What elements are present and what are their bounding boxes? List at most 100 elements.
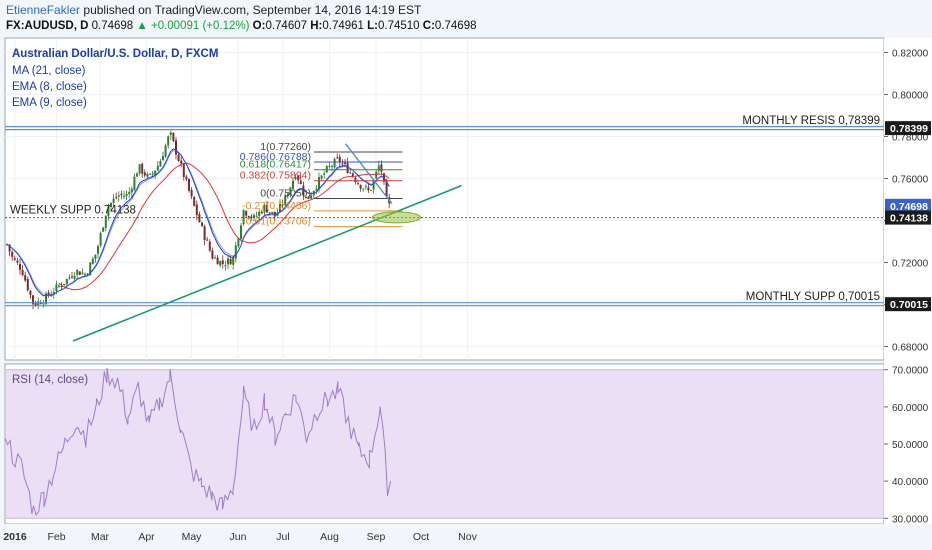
- candle-body: [260, 211, 263, 214]
- price-axis: [884, 38, 932, 524]
- downtrend-line: [344, 143, 393, 205]
- candle-body: [29, 290, 32, 295]
- candle-body: [219, 260, 222, 266]
- legend-ma[interactable]: MA (21, close): [12, 65, 86, 77]
- candle-body: [84, 273, 86, 275]
- candle-body: [336, 157, 339, 159]
- rsi-tick-label: 30.0000: [892, 514, 929, 525]
- candle-body: [112, 198, 115, 203]
- candle-body: [364, 186, 367, 188]
- candle-body: [13, 258, 16, 260]
- price-tick-label: 0.72000: [892, 259, 929, 270]
- candle-body: [156, 165, 159, 171]
- candle-body: [377, 165, 380, 171]
- price-tick-label: 0.78000: [892, 133, 929, 144]
- candle-body: [354, 177, 357, 183]
- last-price: 0.74698: [91, 20, 134, 32]
- candle-body: [162, 156, 164, 161]
- time-tick-label: May: [182, 531, 203, 543]
- author-link[interactable]: EtienneFakler: [6, 3, 81, 17]
- price-change: ▲ +0.00091 (+0.12%): [136, 20, 250, 32]
- candle-body: [305, 196, 307, 198]
- candle-body: [325, 166, 328, 173]
- candle-body: [214, 257, 216, 259]
- candle-body: [294, 177, 297, 180]
- price-tick-label: 0.76000: [892, 175, 929, 186]
- candle-body: [250, 216, 253, 218]
- fib-level-label: 0.786(0.76788): [240, 151, 311, 163]
- ema-9-line: [6, 150, 390, 295]
- price-pane: [4, 37, 885, 361]
- price-tick-label: 0.68000: [892, 343, 929, 354]
- price-marker-label: 0.78399: [890, 123, 928, 135]
- chart-title: Australian Dollar/U.S. Dollar, D, FXCM: [12, 48, 219, 60]
- candle-body: [8, 244, 11, 252]
- time-tick-label: Jul: [276, 531, 289, 543]
- legend-ema9[interactable]: EMA (9, close): [12, 97, 87, 109]
- candle-body: [117, 195, 120, 197]
- candle-body: [146, 173, 149, 177]
- candle-body: [320, 175, 323, 179]
- candle-body: [193, 196, 196, 206]
- candle-body: [310, 195, 313, 199]
- candle-body: [255, 215, 258, 217]
- fib-level-label: 0.618(0.76417): [240, 159, 311, 171]
- time-tick-label: 2016: [3, 531, 27, 543]
- weekly-support-label: WEEKLY SUPP 0.74138: [10, 205, 136, 217]
- candle-body: [357, 183, 359, 185]
- candle-body: [19, 263, 21, 270]
- candle-body: [172, 132, 175, 142]
- candle-body: [24, 275, 27, 281]
- candle-body: [211, 250, 214, 259]
- legend-ema8[interactable]: EMA (8, close): [12, 81, 87, 93]
- candle-body: [138, 164, 141, 174]
- candle-body: [42, 303, 45, 305]
- candle-body: [63, 283, 66, 286]
- candle-body: [104, 215, 107, 229]
- candle-body: [362, 188, 365, 190]
- candle-body: [338, 156, 341, 163]
- candle-body: [32, 295, 34, 305]
- candle-body: [331, 165, 333, 167]
- candle-body: [323, 173, 326, 175]
- candle-body: [349, 172, 352, 174]
- candle-body: [286, 194, 289, 196]
- candle-body: [164, 145, 167, 157]
- rsi-tick-label: 60.0000: [892, 403, 929, 414]
- candle-body: [180, 160, 183, 164]
- candle-body: [110, 202, 112, 207]
- candle-body: [307, 196, 310, 199]
- price-marker: [885, 198, 931, 213]
- candle-body: [341, 163, 344, 165]
- rsi-tick-label: 50.0000: [892, 440, 929, 451]
- candle-body: [185, 176, 188, 180]
- candle-body: [281, 204, 284, 206]
- published-text: published on TradingView.com, September …: [83, 3, 422, 17]
- candle-body: [159, 161, 162, 167]
- time-tick-label: Aug: [320, 531, 339, 543]
- candle-body: [71, 276, 73, 278]
- candle-body: [195, 204, 198, 216]
- candle-body: [81, 272, 84, 274]
- symbol-name[interactable]: FX:AUDUSD, D: [6, 20, 89, 32]
- candle-body: [130, 188, 133, 193]
- ohlc-low-key: L:: [367, 20, 378, 32]
- candle-body: [120, 193, 123, 195]
- time-tick-label: Oct: [413, 531, 429, 543]
- candle-body: [245, 210, 248, 216]
- symbol-bar: FX:AUDUSD, D 0.74698 ▲ +0.00091 (+0.12%)…: [6, 20, 477, 32]
- price-marker: [885, 210, 931, 225]
- time-axis: [5, 524, 884, 546]
- candle-body: [115, 197, 118, 199]
- fib-level-label: 1(0.77260): [260, 141, 311, 153]
- candle-body: [94, 254, 97, 259]
- candle-body: [253, 215, 255, 218]
- ma-21-line: [58, 162, 390, 291]
- candle-body: [234, 245, 237, 259]
- price-marker-label: 0.70015: [890, 299, 928, 311]
- legend-rsi[interactable]: RSI (14, close): [12, 374, 89, 386]
- candle-body: [385, 180, 388, 197]
- candle-body: [258, 211, 261, 217]
